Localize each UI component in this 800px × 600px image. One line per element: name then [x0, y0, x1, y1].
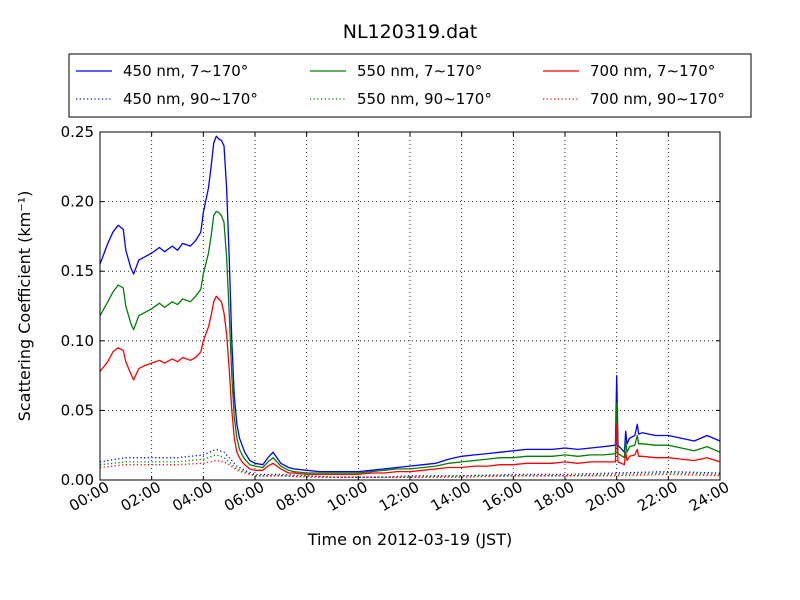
- legend-label: 450 nm, 7∼170°: [123, 62, 248, 80]
- legend-label: 700 nm, 7∼170°: [590, 62, 715, 80]
- series-line-450-nm-90-170: [99, 448, 721, 478]
- y-tick-label: 0.15: [61, 262, 94, 280]
- legend-frame: [68, 53, 752, 118]
- y-tick-label: 0.05: [61, 401, 94, 419]
- series-line-700-nm-7-170: [99, 295, 721, 476]
- chart-title: NL120319.dat: [343, 21, 478, 43]
- x-axis-label: Time on 2012-03-19 (JST): [307, 530, 512, 549]
- series-line-550-nm-90-170: [99, 454, 721, 478]
- y-tick-label: 0.00: [61, 471, 94, 489]
- legend: 450 nm, 7∼170° 550 nm, 7∼170° 700 nm, 7∼17…: [68, 53, 752, 118]
- series-group: [99, 135, 721, 478]
- legend-items: 450 nm, 7∼170° 550 nm, 7∼170° 700 nm, 7∼17…: [76, 62, 725, 108]
- y-tick-label: 0.25: [61, 123, 94, 141]
- y-tick-label: 0.10: [61, 332, 94, 350]
- series-line-550-nm-7-170: [99, 210, 721, 474]
- legend-label: 550 nm, 7∼170°: [357, 62, 482, 80]
- y-tick-label: 0.20: [61, 193, 94, 211]
- legend-label: 550 nm, 90∼170°: [357, 90, 492, 108]
- legend-label: 450 nm, 90∼170°: [123, 90, 258, 108]
- ticks: [99, 131, 721, 481]
- series-line-450-nm-7-170: [99, 135, 721, 473]
- legend-label: 700 nm, 90∼170°: [590, 90, 725, 108]
- y-axis-label: Scattering Coefficient (km⁻¹): [15, 191, 34, 422]
